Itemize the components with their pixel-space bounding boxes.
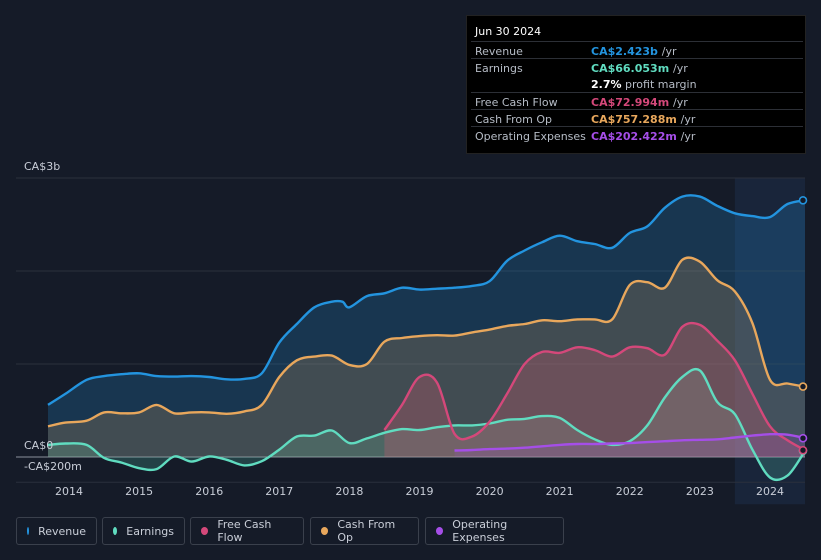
y-label-top: CA$3b bbox=[24, 160, 60, 173]
forecast-highlight-band bbox=[734, 178, 805, 505]
tooltip-value: CA$202.422m /yr bbox=[591, 130, 696, 143]
x-tick-label: 2021 bbox=[546, 485, 574, 498]
y-label-zero: CA$0 bbox=[24, 439, 53, 452]
legend-label: Cash From Op bbox=[337, 518, 396, 544]
tooltip-value: 2.7% profit margin bbox=[591, 78, 697, 91]
series-end-marker-cash-from-op bbox=[798, 382, 808, 391]
tooltip-value: CA$66.053m /yr bbox=[591, 62, 688, 75]
series-line-free-cash-flow bbox=[383, 321, 806, 452]
tooltip-value: CA$757.288m /yr bbox=[591, 113, 696, 126]
x-tick-label: 2017 bbox=[265, 485, 293, 498]
series-line-cash-from-op bbox=[47, 256, 806, 428]
legend-dot-icon bbox=[321, 527, 329, 535]
x-tick-label: 2018 bbox=[335, 485, 363, 498]
legend-revenue[interactable]: Revenue bbox=[16, 517, 97, 545]
legend-label: Revenue bbox=[38, 524, 86, 538]
x-tick-label: 2024 bbox=[756, 485, 784, 498]
tooltip-row-opex: Operating Expenses CA$202.422m /yr bbox=[471, 126, 803, 144]
tooltip-label: Earnings bbox=[475, 62, 523, 75]
tooltip-label: Cash From Op bbox=[475, 113, 553, 126]
series-end-marker-free-cash-flow bbox=[798, 445, 808, 455]
legend-earnings[interactable]: Earnings bbox=[102, 517, 185, 545]
tooltip-row-fcf: Free Cash Flow CA$72.994m /yr bbox=[471, 92, 803, 110]
series-line-operating-expenses bbox=[454, 432, 806, 452]
tooltip-row-earnings: Earnings CA$66.053m /yr bbox=[471, 58, 803, 76]
tooltip-panel: Jun 30 2024 Revenue CA$2.423b /yr Earnin… bbox=[466, 15, 806, 154]
legend-dot-icon bbox=[436, 527, 444, 535]
legend-dot-icon bbox=[201, 527, 209, 535]
tooltip-label: Revenue bbox=[475, 45, 523, 58]
tooltip-value: CA$2.423b /yr bbox=[591, 45, 677, 58]
legend-free-cash-flow[interactable]: Free Cash Flow bbox=[190, 517, 304, 545]
x-tick-label: 2015 bbox=[125, 485, 153, 498]
tooltip-value: CA$72.994m /yr bbox=[591, 96, 688, 109]
series-line-revenue bbox=[47, 194, 806, 406]
tooltip-row-cfo: Cash From Op CA$757.288m /yr bbox=[471, 109, 803, 127]
tooltip-label: Operating Expenses bbox=[475, 130, 586, 143]
legend-label: Operating Expenses bbox=[452, 518, 508, 544]
x-tick-label: 2022 bbox=[616, 485, 644, 498]
y-label-negative: -CA$200m bbox=[24, 460, 82, 473]
legend-cash-from-op[interactable]: Cash From Op bbox=[310, 517, 419, 545]
x-tick-label: 2019 bbox=[405, 485, 433, 498]
x-tick-label: 2014 bbox=[55, 485, 83, 498]
series-line-earnings bbox=[47, 367, 806, 482]
series-end-marker-revenue bbox=[798, 196, 808, 205]
series-end-marker-operating-expenses bbox=[798, 433, 808, 443]
legend-label: Free Cash Flow bbox=[217, 518, 272, 544]
tooltip-date: Jun 30 2024 bbox=[475, 25, 542, 38]
legend-label: Earnings bbox=[126, 524, 174, 538]
tooltip-row-revenue: Revenue CA$2.423b /yr bbox=[471, 41, 803, 59]
legend-dot-icon bbox=[113, 527, 118, 535]
x-tick-label: 2016 bbox=[195, 485, 223, 498]
legend-dot-icon bbox=[27, 527, 30, 535]
series-area-earnings bbox=[48, 369, 805, 480]
legend-operating-expenses[interactable]: Operating Expenses bbox=[425, 517, 564, 545]
series-area-revenue bbox=[48, 195, 805, 457]
x-tick-label: 2023 bbox=[686, 485, 714, 498]
tooltip-row-margin: 2.7% profit margin bbox=[471, 75, 803, 92]
x-tick-label: 2020 bbox=[476, 485, 504, 498]
tooltip-label: Free Cash Flow bbox=[475, 96, 558, 109]
series-area-cash-from-op bbox=[48, 257, 805, 457]
